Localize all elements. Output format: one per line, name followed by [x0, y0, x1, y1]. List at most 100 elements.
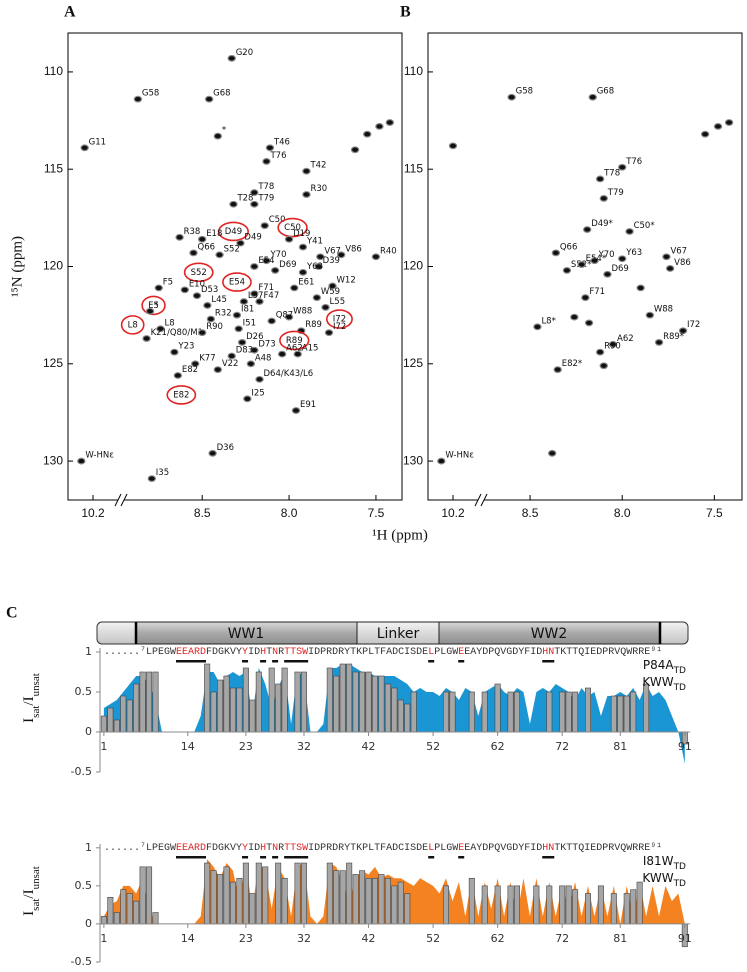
axis-break-gap [118, 497, 124, 503]
peak [553, 366, 562, 374]
x-axis-title: ¹H (ppm) [372, 527, 428, 543]
sequence-underline [428, 660, 435, 663]
bar [275, 683, 282, 733]
y-axis-title: Isat/Iunsat [21, 866, 41, 916]
sequence-underline [242, 660, 249, 663]
bar [623, 893, 630, 925]
bar [365, 877, 372, 925]
peak [636, 284, 645, 292]
peak-label: G58 [516, 87, 533, 97]
y-axis-title-part: unsat [30, 866, 42, 889]
bar [449, 691, 456, 733]
peak [302, 167, 311, 175]
legend-entry: KWWTD [642, 675, 686, 693]
peak-label: F71 [258, 283, 274, 293]
bar [236, 877, 243, 925]
peak-label: D53 [201, 285, 218, 295]
y-tick-label: 110 [404, 64, 423, 78]
peak [551, 249, 561, 257]
bar [384, 683, 391, 733]
sequence-segment: TTSW [284, 647, 308, 658]
bar [146, 866, 153, 925]
peak [584, 319, 594, 327]
bar [346, 663, 353, 733]
y-tick-label: -0.5 [71, 955, 92, 968]
peak [293, 350, 302, 358]
x-tick-label: 81 [613, 932, 627, 945]
x-tick-label: 42 [362, 740, 376, 753]
peak-label: I25 [251, 388, 264, 398]
x-tick-label: 52 [426, 932, 440, 945]
sequence-segment: Y [242, 647, 248, 658]
legend-subscript: TD [673, 879, 686, 889]
peak [298, 268, 308, 276]
peak-label: W88 [293, 307, 312, 317]
peak-label: D69 [611, 264, 628, 274]
sequence-segment: IDPRDRYTKPLTFADCISDE [308, 647, 428, 658]
bar [255, 862, 262, 925]
bar [378, 675, 385, 733]
sequence-segment: TTSW [284, 843, 308, 854]
sequence-segment: R [278, 843, 284, 854]
peak [197, 235, 207, 243]
peak [291, 407, 301, 414]
peak-label: K21/Q80/M1 [151, 328, 203, 338]
x-tick-label: 72 [555, 740, 569, 753]
peak [265, 144, 275, 152]
bar [242, 862, 249, 925]
peak [189, 249, 198, 257]
sequence-segment: N [272, 843, 278, 854]
peak-label: C50 [284, 223, 301, 233]
bar [397, 699, 404, 733]
peak [577, 261, 586, 268]
peak-label: I72 [333, 315, 346, 325]
bar [572, 691, 579, 733]
sequence-segment: ID [248, 647, 260, 658]
peak-label: R40 [380, 246, 397, 256]
sequence: ......⁷LPEGWEEARDFDGKVYYIDHTNRTTSWIDPRDR… [104, 843, 662, 854]
bar [294, 671, 301, 733]
sequence-underline [272, 660, 279, 663]
peak [260, 222, 269, 230]
sequence-underline [260, 660, 267, 663]
sequence-underline [458, 660, 465, 663]
y-tick-label: 115 [44, 161, 63, 175]
peak [243, 395, 252, 403]
peak [312, 294, 322, 302]
bar [559, 885, 566, 925]
bar [133, 900, 140, 925]
peak [277, 350, 287, 358]
sequence-underline [242, 856, 249, 859]
peak-label: F5 [163, 277, 173, 287]
x-tick-label: 7.5 [706, 506, 723, 520]
bar [100, 916, 107, 925]
peak-label: W-HNε [445, 451, 474, 461]
peak [599, 362, 608, 370]
peak-label: R89 [286, 336, 303, 346]
bar [223, 675, 230, 733]
peak-label: D36 [217, 443, 234, 453]
x-tick-label: 8.5 [194, 506, 211, 520]
domain-label: Linker [377, 626, 420, 642]
bar [139, 671, 146, 733]
plot-frame [67, 32, 403, 501]
panel-label: C [6, 605, 18, 622]
bar [300, 671, 307, 733]
bar [126, 699, 133, 733]
x-tick-label: 23 [239, 740, 253, 753]
peak-label: F47 [264, 291, 280, 301]
sequence-segment: TKTTQIEDPRVQWRRE⁹¹ [554, 647, 662, 658]
x-tick-label: 32 [297, 740, 311, 753]
bar [300, 862, 307, 925]
x-tick-label: 81 [613, 740, 627, 753]
peak [562, 266, 572, 274]
peak [250, 346, 259, 354]
peak [206, 315, 216, 323]
bar [371, 877, 378, 925]
peak [608, 340, 618, 348]
peak [208, 449, 217, 457]
peak [713, 122, 723, 130]
x-tick-label: 42 [362, 932, 376, 945]
peak-label: L8 [164, 318, 174, 328]
peak-label: V67 [670, 246, 687, 256]
